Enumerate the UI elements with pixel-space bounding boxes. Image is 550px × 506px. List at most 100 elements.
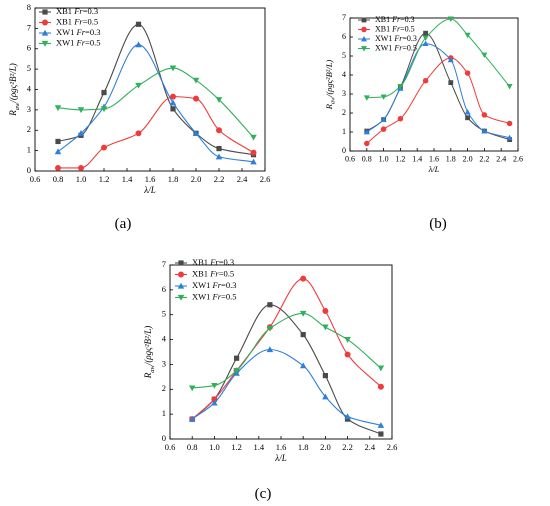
data-point-b-xb1-fr05-7 — [506, 120, 513, 127]
y-tick-label-b-6: 6 — [342, 32, 346, 41]
y-tick-label-b-7: 7 — [342, 13, 346, 22]
data-point-b-xb1-fr03-4 — [448, 80, 454, 85]
series-line-b-xw1-fr03 — [366, 43, 510, 139]
legend-label-b-xw1-fr05: XW1 Fr=0.5 — [375, 43, 417, 52]
x-tick-label-a-0: 0.6 — [30, 174, 41, 184]
data-point-c-xw1-fr05-1 — [211, 382, 218, 389]
data-point-a-xw1-fr05-0 — [54, 105, 62, 112]
data-point-a-xw1-fr05-4 — [169, 65, 177, 72]
y-tick-label-a-5: 5 — [27, 63, 31, 73]
data-point-b-xw1-fr05-0 — [363, 95, 370, 101]
x-tick-label-b-9: 2.4 — [496, 155, 506, 164]
y-tick-label-a-4: 4 — [27, 83, 32, 93]
data-point-a-xb1-fr05-3 — [135, 130, 142, 137]
x-tick-label-a-4: 1.4 — [122, 174, 133, 184]
data-point-b-xw1-fr03-3 — [422, 40, 429, 47]
x-tick-label-b-4: 1.4 — [412, 155, 422, 164]
legend-marker-b-xw1-fr03 — [361, 36, 367, 42]
data-point-a-xb1-fr05-2 — [101, 144, 107, 151]
legend-marker-c-xw1-fr05 — [177, 294, 185, 301]
x-tick-label-b-5: 1.6 — [429, 155, 439, 164]
data-point-c-xb1-fr03-4 — [300, 332, 306, 338]
data-point-a-xb1-fr03-4 — [170, 106, 176, 112]
data-point-a-xw1-fr05-7 — [250, 134, 257, 141]
y-tick-label-b-2: 2 — [342, 108, 346, 117]
x-tick-label-c-0: 0.6 — [165, 442, 176, 452]
legend-marker-a-xw1-fr03 — [41, 29, 49, 36]
y-tick-label-b-5: 5 — [342, 51, 346, 60]
x-tick-label-a-8: 2.2 — [214, 174, 225, 184]
data-point-c-xb1-fr03-3 — [267, 302, 273, 308]
data-point-a-xb1-fr03-6 — [216, 145, 222, 152]
series-line-c-xw1-fr03 — [191, 348, 382, 426]
data-point-b-xb1-fr03-5 — [465, 115, 470, 121]
data-point-b-xw1-fr03-5 — [464, 109, 471, 115]
data-point-b-xb1-fr03-3 — [423, 30, 428, 36]
legend-marker-b-xb1-fr03 — [361, 17, 367, 23]
data-point-b-xw1-fr03-1 — [380, 116, 387, 123]
series-line-c-xb1-fr05 — [191, 278, 382, 420]
y-tick-label-a-7: 7 — [27, 22, 31, 32]
data-point-c-xw1-fr03-5 — [322, 393, 329, 400]
panel-label-b: (b) — [429, 216, 447, 232]
data-point-a-xb1-fr05-4 — [170, 93, 176, 100]
data-point-c-xw1-fr03-7 — [377, 422, 385, 428]
x-tick-label-c-5: 1.6 — [276, 442, 287, 452]
y-tick-label-a-8: 8 — [27, 2, 31, 12]
data-point-a-xb1-fr05-7 — [250, 149, 257, 156]
data-point-a-xb1-fr05-6 — [216, 127, 222, 134]
legend-label-b-xb1-fr03: XB1 Fr=0.3 — [375, 15, 415, 24]
chart-panel-b: 0.6 0.8 1.0 1.2 1.4 1.6 1.8 2.0 2.2 2.4 2.6 0 1 2 3 4 5 6… — [324, 13, 523, 174]
data-point-c-xw1-fr03-6 — [344, 413, 351, 420]
x-tick-label-c-2: 1.0 — [209, 442, 220, 452]
y-axis-label-a: Raw/(ρgς²B²/L) — [8, 63, 21, 116]
legend-marker-a-xb1-fr03 — [42, 9, 48, 15]
y-tick-label-c-5: 5 — [162, 309, 166, 319]
x-tick-label-a-1: 0.8 — [53, 174, 64, 184]
data-point-b-xb1-fr05-3 — [422, 77, 429, 84]
data-point-b-xw1-fr05-2 — [397, 84, 404, 90]
y-tick-label-b-3: 3 — [342, 89, 346, 98]
data-point-c-xw1-fr03-4 — [299, 362, 307, 369]
series-line-a-xw1-fr03 — [57, 44, 254, 163]
x-tick-label-a-6: 1.8 — [168, 174, 179, 184]
x-tick-label-b-7: 2.0 — [463, 155, 473, 164]
data-point-c-xb1-fr05-7 — [377, 383, 384, 390]
data-point-b-xw1-fr03-4 — [447, 56, 454, 63]
data-point-c-xb1-fr03-2 — [234, 355, 240, 361]
legend-marker-c-xb1-fr03 — [178, 260, 184, 266]
x-tick-label-b-1: 0.8 — [362, 155, 372, 164]
x-tick-label-c-1: 0.8 — [187, 442, 198, 452]
y-tick-label-c-1: 1 — [162, 408, 166, 418]
y-tick-label-c-3: 3 — [162, 358, 166, 368]
x-tick-label-c-3: 1.2 — [231, 442, 242, 452]
legend-label-a-xw1-fr05: XW1 Fr=0.5 — [56, 37, 100, 47]
data-point-c-xb1-fr05-4 — [300, 275, 307, 282]
data-point-b-xw1-fr03-6 — [481, 128, 488, 134]
y-axis-label-c: Raw/(ρgς²B²/L) — [143, 326, 156, 379]
data-point-b-xw1-fr05-3 — [422, 35, 429, 41]
data-point-a-xb1-fr03-2 — [101, 89, 107, 96]
y-axis-label-b: Raw/(ρgς²B²/L) — [324, 60, 337, 111]
legend-label-b-xb1-fr05: XB1 Fr=0.5 — [375, 24, 415, 33]
data-point-a-xw1-fr03-3 — [135, 41, 142, 48]
legend-marker-c-xb1-fr05 — [178, 271, 184, 278]
x-tick-label-b-6: 1.8 — [446, 155, 456, 164]
data-point-a-xw1-fr03-5 — [192, 130, 200, 136]
data-point-b-xb1-fr05-1 — [380, 126, 387, 132]
x-tick-label-c-7: 2.0 — [320, 442, 331, 452]
x-tick-label-c-9: 2.4 — [364, 442, 375, 452]
data-point-a-xw1-fr03-7 — [250, 158, 257, 165]
x-axis-label-c: λ/L — [274, 453, 286, 463]
legend-label-a-xb1-fr05: XB1 Fr=0.5 — [56, 16, 98, 26]
y-tick-label-a-3: 3 — [27, 104, 31, 114]
series-line-b-xb1-fr05 — [366, 57, 510, 144]
legend-marker-a-xw1-fr05 — [41, 40, 49, 47]
x-tick-label-a-2: 1.0 — [76, 174, 87, 184]
data-point-a-xb1-fr05-1 — [78, 164, 84, 171]
data-point-c-xw1-fr05-0 — [188, 385, 196, 392]
data-point-c-xw1-fr05-4 — [299, 310, 307, 317]
legend-label-c-xb1-fr05: XB1 Fr=0.5 — [192, 268, 234, 278]
data-point-b-xb1-fr05-6 — [481, 112, 488, 118]
data-point-a-xb1-fr05-5 — [193, 95, 199, 102]
